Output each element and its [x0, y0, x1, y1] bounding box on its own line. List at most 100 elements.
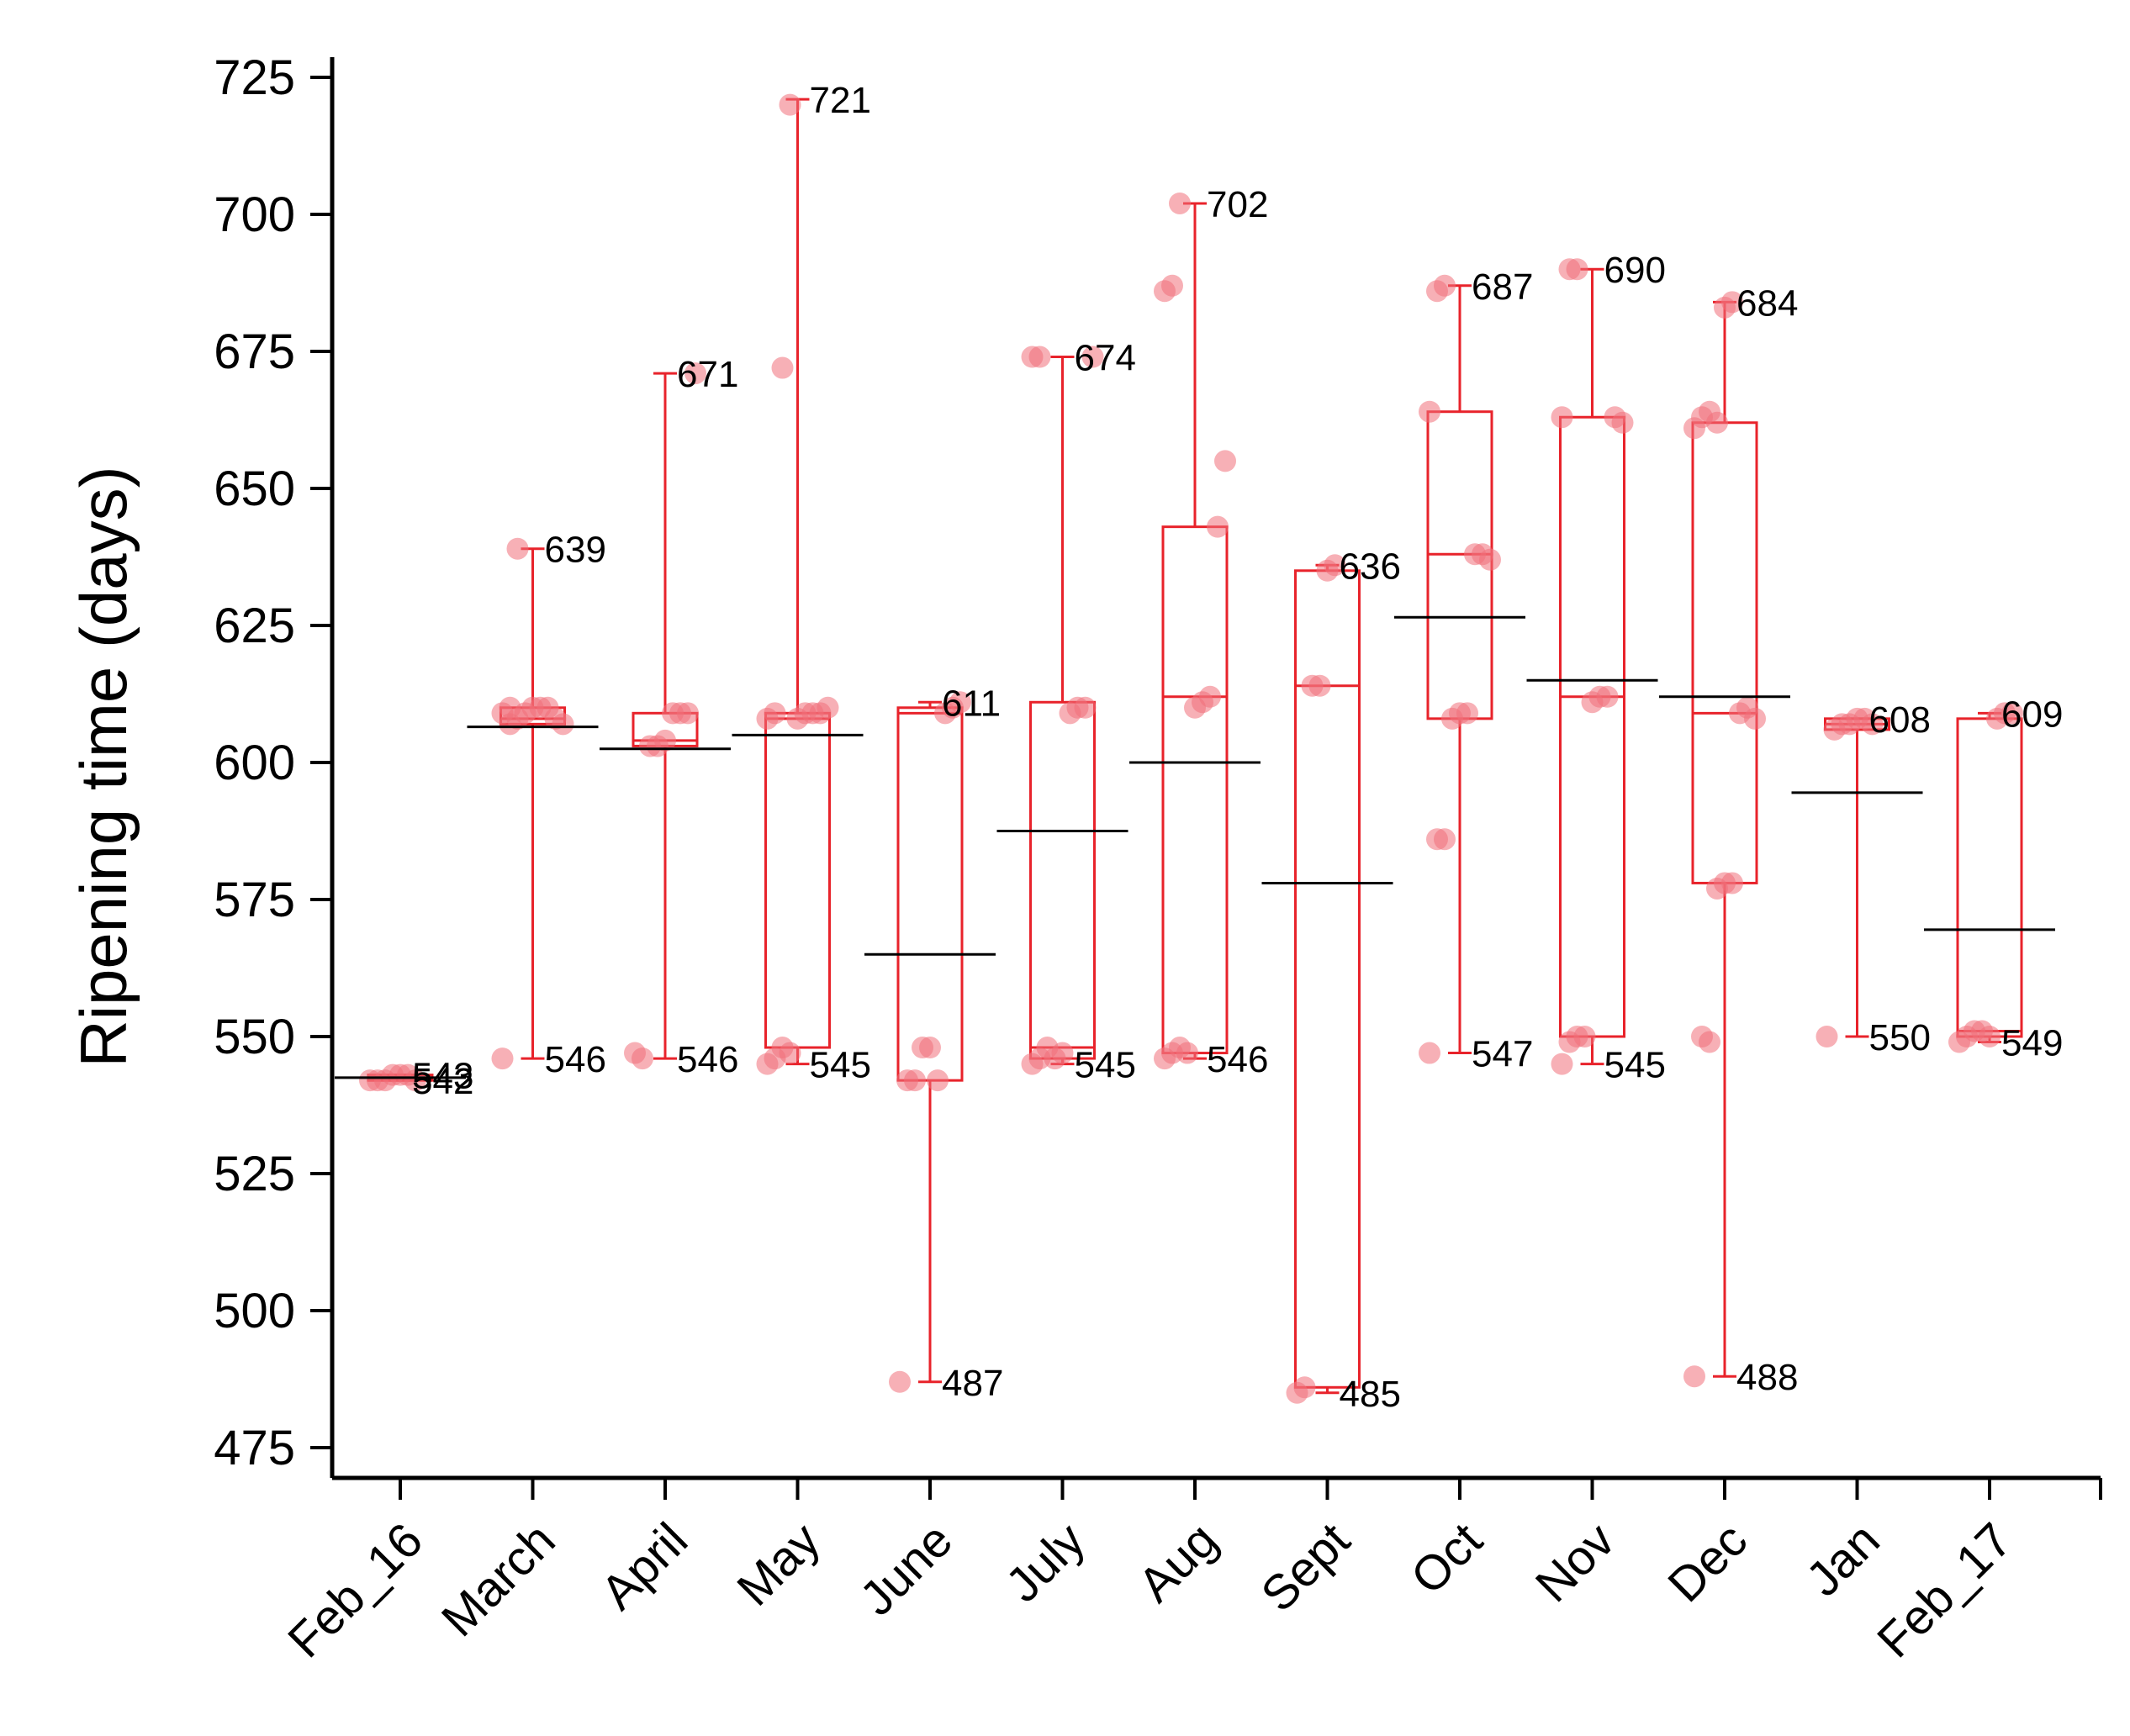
data-point: [1611, 411, 1634, 434]
data-point: [1176, 1042, 1198, 1064]
min-value-label: 545: [1075, 1045, 1136, 1086]
data-point: [1308, 674, 1331, 697]
x-tick-label: Dec: [1657, 1512, 1757, 1612]
iqr-box: [1029, 700, 1096, 1060]
max-value-label: 702: [1207, 184, 1268, 225]
data-point: [1434, 828, 1456, 851]
y-tick-label: 625: [214, 599, 295, 653]
box-group-feb-17: 609 549: [1924, 694, 2063, 1064]
iqr-box: [1956, 717, 2023, 1038]
box-group-aug: 702 546: [1129, 184, 1268, 1080]
data-point: [1744, 707, 1766, 730]
data-point: [817, 696, 839, 719]
min-value-label: 546: [545, 1039, 606, 1080]
min-value-label: 542: [412, 1061, 473, 1102]
box-group-nov: 690 545: [1526, 250, 1666, 1086]
data-point: [1169, 192, 1191, 214]
x-tick-label: July: [996, 1512, 1096, 1612]
max-value-label: 609: [2001, 694, 2063, 735]
data-point: [1074, 696, 1097, 719]
data-point: [1573, 1026, 1596, 1047]
data-point: [1816, 1026, 1838, 1047]
data-point: [919, 1037, 941, 1059]
max-value-label: 608: [1869, 699, 1931, 741]
y-tick-label: 600: [214, 736, 295, 790]
box-group-dec: 684 488: [1659, 282, 1798, 1398]
data-point: [1081, 346, 1104, 368]
max-value-label: 671: [677, 354, 738, 395]
box-group-oct: 687 547: [1394, 266, 1533, 1075]
min-value-label: 488: [1736, 1357, 1798, 1398]
data-point: [1721, 872, 1743, 894]
iqr-box: [1691, 421, 1758, 884]
iqr-box: [764, 711, 831, 1049]
data-point: [1051, 1042, 1074, 1064]
max-value-label: 639: [545, 530, 606, 571]
min-value-label: 545: [1604, 1045, 1666, 1086]
min-value-label: 546: [677, 1039, 738, 1080]
y-tick-label: 475: [214, 1421, 295, 1475]
y-tick-label: 525: [214, 1147, 295, 1201]
data-point: [491, 1047, 514, 1070]
data-point: [1419, 1042, 1440, 1064]
data-point: [1293, 1376, 1316, 1399]
data-point: [2001, 702, 2023, 725]
max-value-label: 721: [810, 80, 871, 121]
data-point: [1551, 1053, 1573, 1075]
y-ticks: 475 500 525 550 575 600 625 650 675 700 725: [214, 50, 332, 1475]
max-value-label: 684: [1736, 282, 1798, 324]
x-tick-label: Jan: [1796, 1512, 1890, 1607]
max-value-label: 636: [1340, 546, 1401, 587]
data-point: [1456, 702, 1478, 725]
data-point: [506, 537, 529, 560]
data-point: [779, 93, 801, 116]
data-point: [1324, 554, 1346, 577]
data-point: [1479, 548, 1501, 571]
min-value-label: 546: [1207, 1039, 1268, 1080]
data-point: [1706, 411, 1728, 434]
y-tick-label: 550: [214, 1010, 295, 1064]
data-point: [779, 1042, 801, 1064]
x-tick-label: Sept: [1250, 1512, 1360, 1622]
x-tick-label: Feb_17: [1867, 1512, 2022, 1668]
data-point: [1207, 515, 1229, 538]
iqr-box: [896, 706, 964, 1082]
x-tick-label: Aug: [1128, 1512, 1228, 1612]
data-point: [927, 1069, 949, 1092]
data-point: [677, 702, 699, 725]
data-point: [499, 696, 521, 719]
min-value-label: 547: [1472, 1034, 1533, 1075]
data-point: [764, 702, 786, 725]
min-value-label: 485: [1340, 1374, 1401, 1415]
data-point: [1566, 258, 1588, 281]
data-point: [1721, 291, 1743, 314]
x-tick-label: Oct: [1400, 1512, 1493, 1605]
data-point: [1161, 274, 1183, 297]
x-tick-label: April: [590, 1512, 698, 1620]
data-point: [1683, 1365, 1705, 1388]
y-tick-label: 700: [214, 187, 295, 242]
box-group-sept: 636 485: [1261, 546, 1401, 1415]
data-point: [1551, 406, 1573, 429]
data-point: [1434, 274, 1456, 297]
data-point: [1028, 346, 1051, 368]
x-tick-label: June: [849, 1512, 963, 1626]
axes: [330, 57, 2101, 1480]
data-point: [949, 691, 971, 714]
data-point: [632, 1047, 653, 1070]
data-point: [1596, 685, 1619, 708]
min-value-label: 545: [810, 1045, 871, 1086]
data-point: [1419, 400, 1440, 423]
y-tick-label: 575: [214, 873, 295, 927]
y-tick-label: 500: [214, 1284, 295, 1338]
x-tick-label: March: [431, 1512, 566, 1647]
min-value-label: 550: [1869, 1017, 1931, 1058]
data-point: [1199, 685, 1221, 708]
box-group-june: 611 487: [864, 683, 1003, 1404]
iqr-box: [1161, 525, 1229, 1055]
y-tick-label: 650: [214, 462, 295, 516]
